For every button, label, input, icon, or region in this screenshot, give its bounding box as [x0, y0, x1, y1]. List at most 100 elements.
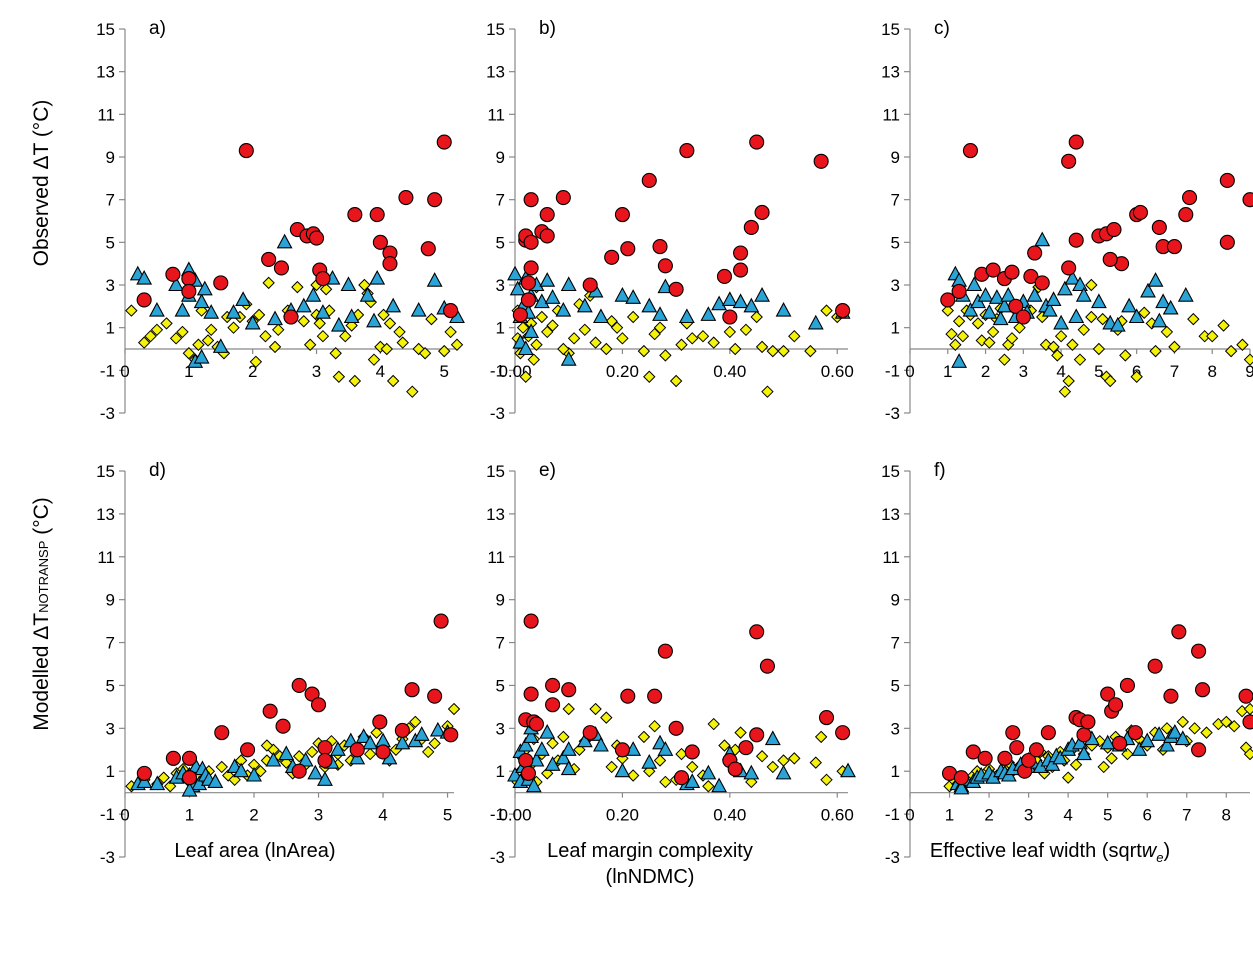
- triangle-marker: [641, 297, 658, 313]
- triangle-marker: [743, 764, 760, 780]
- triangle-marker: [539, 272, 556, 287]
- x-tick-label: 5: [443, 806, 452, 825]
- circle-marker: [754, 204, 770, 221]
- diamond-marker: [386, 374, 400, 388]
- triangle-marker: [1072, 276, 1088, 292]
- circle-marker: [372, 234, 388, 250]
- circle-marker: [1219, 172, 1235, 189]
- y-tick-label: 7: [106, 634, 115, 653]
- x-tick-label: 9: [1245, 362, 1253, 381]
- circle-marker: [1166, 239, 1182, 255]
- y-tick-label: -3: [885, 848, 900, 867]
- diamond-marker: [1085, 310, 1098, 324]
- triangle-marker: [1072, 734, 1088, 750]
- y-tick-label: 5: [496, 676, 505, 695]
- y-tick-label: 1: [496, 762, 505, 781]
- triangle-marker: [1151, 726, 1167, 741]
- circle-marker: [136, 765, 152, 781]
- triangle-marker: [593, 736, 609, 752]
- triangle-marker: [732, 293, 749, 309]
- triangle-marker: [246, 766, 262, 782]
- diamond-marker: [755, 340, 769, 354]
- y-tick-label: 9: [106, 148, 115, 167]
- triangle-marker: [196, 280, 213, 296]
- triangle-marker: [1064, 269, 1081, 285]
- diamond-marker: [428, 737, 441, 750]
- circle-marker: [317, 752, 333, 769]
- circle-marker: [647, 688, 663, 704]
- diamond-marker: [406, 385, 419, 398]
- circle-marker: [308, 230, 325, 246]
- diamond-marker: [686, 332, 699, 345]
- circle-marker: [213, 275, 229, 291]
- diamond-marker: [820, 304, 833, 317]
- y-tick-label: 13: [881, 505, 900, 524]
- circle-marker: [668, 720, 684, 736]
- diamond-marker: [804, 344, 817, 358]
- triangle-marker: [977, 287, 994, 302]
- circle-marker: [1068, 232, 1084, 248]
- circle-marker: [1147, 658, 1163, 674]
- diamond-marker: [739, 323, 753, 337]
- circle-marker: [951, 283, 967, 299]
- triangle-marker: [1075, 287, 1092, 302]
- circle-marker: [733, 245, 749, 261]
- diamond-marker: [125, 304, 138, 317]
- y-tick-label: 11: [97, 548, 115, 567]
- diamond-marker: [363, 747, 377, 761]
- diamond-marker: [252, 308, 266, 322]
- diamond-marker: [945, 327, 958, 341]
- diamond-marker: [182, 347, 196, 360]
- x-tick-label: 1: [945, 806, 954, 825]
- diamond-marker: [535, 310, 549, 324]
- y-tick-label: -1: [490, 805, 505, 824]
- diamond-marker: [201, 334, 215, 347]
- triangle-marker: [764, 730, 781, 746]
- y-tick-label: 11: [882, 105, 900, 124]
- x-label-width-suffix: ): [1163, 840, 1171, 862]
- y-tick-label: -1: [490, 361, 505, 380]
- circle-marker: [1040, 725, 1056, 741]
- triangle-marker: [775, 301, 792, 317]
- triangle-marker: [840, 762, 856, 778]
- circle-marker: [1008, 298, 1024, 314]
- diamond-marker: [380, 342, 393, 356]
- diamond-marker: [316, 329, 330, 343]
- triangle-marker: [1147, 272, 1164, 287]
- x-tick-label: 2: [984, 806, 993, 825]
- diamond-marker: [648, 327, 661, 341]
- diamond-marker: [707, 336, 720, 349]
- triangle-marker: [996, 297, 1013, 313]
- triangle-marker: [700, 306, 717, 321]
- circle-marker: [181, 770, 198, 786]
- triangle-marker: [1041, 301, 1058, 317]
- diamond-marker: [755, 750, 769, 763]
- triangle-marker: [507, 265, 523, 281]
- triangle-marker: [614, 762, 631, 778]
- y-tick-label: -1: [100, 805, 115, 824]
- triangle-marker: [560, 276, 577, 292]
- y-tick-label: 11: [487, 548, 505, 567]
- triangle-marker: [678, 308, 695, 324]
- panel-label: d): [149, 460, 166, 481]
- triangle-marker: [625, 289, 642, 304]
- y-tick-label: 5: [106, 233, 115, 252]
- diamond-marker: [669, 374, 683, 388]
- diamond-marker: [332, 370, 346, 383]
- diamond-marker: [562, 702, 575, 716]
- circle-marker: [136, 292, 152, 308]
- triangle-marker: [410, 301, 427, 317]
- circle-marker: [582, 277, 598, 293]
- circle-marker: [518, 752, 534, 769]
- x-tick-label: 0.20: [606, 362, 639, 381]
- y-label-bottom-subscript: NOTRANSP: [36, 540, 51, 613]
- x-label-margin-line1: Leaf margin complexity: [547, 840, 753, 862]
- diamond-marker: [305, 745, 319, 759]
- diamond-marker: [339, 329, 352, 343]
- diamond-marker: [144, 329, 157, 343]
- circle-marker: [523, 234, 539, 250]
- diamond-marker: [809, 756, 822, 769]
- triangle-marker: [1068, 308, 1085, 324]
- diamond-marker: [1236, 338, 1249, 351]
- diamond-marker: [1066, 338, 1079, 351]
